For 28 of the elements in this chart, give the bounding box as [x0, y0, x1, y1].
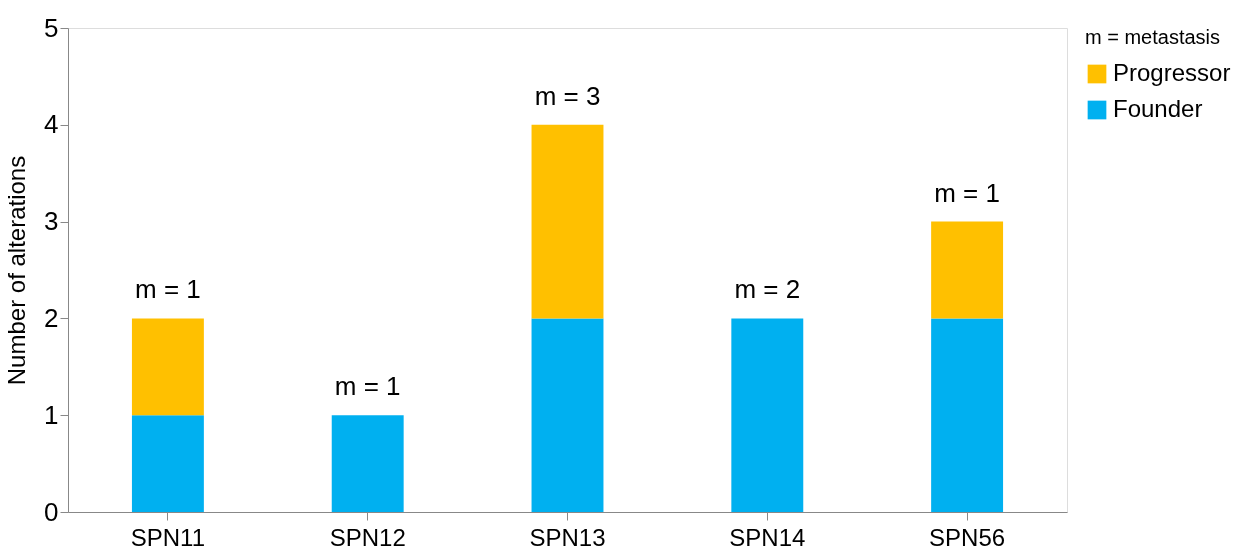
annotation: m = 1 [934, 177, 1000, 208]
annotation: m = 3 [534, 80, 601, 111]
annotation: m = 2 [734, 274, 801, 305]
bar [131, 318, 204, 416]
bar [931, 221, 1004, 319]
x-tick-label: SPN12 [329, 523, 406, 551]
legend-label: Progressor [1113, 59, 1231, 86]
bar [131, 415, 204, 512]
bar [531, 124, 604, 319]
x-tick-label: SPN56 [929, 523, 1006, 551]
x-tick-label: SPN14 [729, 523, 806, 551]
y-tick-label: 4 [44, 109, 59, 140]
bar [531, 318, 604, 512]
y-tick-label: 5 [44, 12, 59, 43]
x-tick-label: SPN13 [529, 523, 606, 551]
y-tick-label: 2 [44, 302, 59, 333]
y-tick-label: 1 [44, 399, 59, 430]
bar [931, 318, 1004, 512]
annotation: m = 1 [135, 274, 201, 305]
legend-label: Founder [1113, 95, 1203, 122]
bar [331, 415, 404, 512]
annotation: m = 1 [334, 371, 401, 402]
x-tick-label: SPN11 [130, 523, 206, 551]
y-tick-label: 0 [44, 496, 59, 527]
bar [731, 318, 804, 512]
y-tick-label: 3 [44, 206, 59, 237]
y-axis-title: Number of alterations [3, 155, 31, 386]
legend-title: m = metastasis [1085, 26, 1221, 48]
